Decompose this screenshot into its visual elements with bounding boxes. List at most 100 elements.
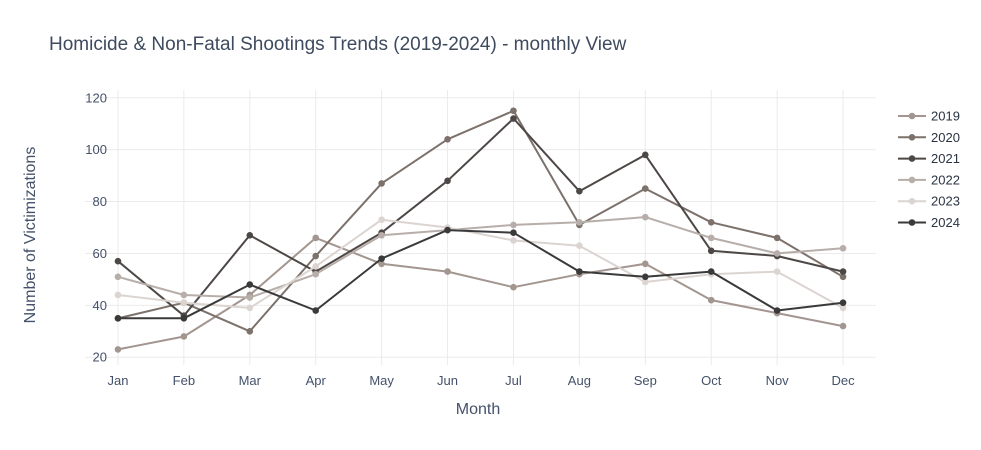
y-tick-label: 80 bbox=[93, 194, 107, 209]
data-point[interactable] bbox=[510, 107, 517, 115]
data-point[interactable] bbox=[510, 115, 517, 122]
x-tick-label: Aug bbox=[568, 373, 591, 388]
y-tick-label: 120 bbox=[85, 90, 107, 105]
data-point[interactable] bbox=[246, 231, 254, 239]
x-tick-label: Jun bbox=[437, 373, 458, 388]
data-point[interactable] bbox=[114, 346, 122, 353]
legend-item-2021[interactable]: 2021 bbox=[898, 151, 960, 166]
data-point[interactable] bbox=[312, 270, 320, 278]
data-point[interactable] bbox=[707, 219, 715, 226]
data-point[interactable] bbox=[576, 187, 583, 195]
data-point[interactable] bbox=[378, 260, 385, 268]
legend-item-2020[interactable]: 2020 bbox=[898, 130, 960, 145]
data-point[interactable] bbox=[180, 315, 188, 322]
data-point[interactable] bbox=[246, 281, 254, 288]
data-point[interactable] bbox=[312, 234, 320, 242]
series-line bbox=[117, 218, 844, 309]
legend-label: 2023 bbox=[931, 194, 960, 209]
x-tick-label: Apr bbox=[306, 373, 327, 388]
series-2021 bbox=[114, 115, 847, 320]
data-point[interactable] bbox=[576, 219, 583, 226]
data-point[interactable] bbox=[576, 268, 583, 275]
data-point[interactable] bbox=[641, 260, 649, 268]
data-point[interactable] bbox=[114, 257, 122, 265]
series-2019 bbox=[114, 234, 847, 353]
data-point[interactable] bbox=[773, 250, 781, 257]
y-tick-label: 100 bbox=[85, 142, 107, 157]
x-tick-label: Oct bbox=[701, 373, 722, 388]
legend-item-2019[interactable]: 2019 bbox=[898, 109, 960, 124]
data-point[interactable] bbox=[839, 299, 847, 307]
data-point[interactable] bbox=[773, 234, 781, 242]
data-point[interactable] bbox=[114, 273, 122, 281]
data-point[interactable] bbox=[246, 294, 254, 301]
y-axis-ticks: 20 40 60 80 100 120 bbox=[85, 90, 107, 364]
legend-marker-swatch bbox=[908, 112, 916, 120]
legend-label: 2021 bbox=[931, 151, 960, 166]
data-point[interactable] bbox=[312, 252, 320, 260]
legend-label: 2019 bbox=[931, 109, 960, 124]
data-point[interactable] bbox=[839, 268, 847, 275]
series-line bbox=[117, 236, 844, 351]
data-point[interactable] bbox=[378, 216, 385, 224]
legend-marker-swatch bbox=[908, 197, 916, 205]
x-axis-ticks: Jan Feb Mar Apr May Jun Jul Aug Sep Oct Nov Dec bbox=[107, 373, 855, 388]
data-point[interactable] bbox=[773, 268, 781, 275]
y-tick-label: 40 bbox=[93, 298, 107, 313]
series-layer bbox=[114, 107, 847, 353]
data-point[interactable] bbox=[246, 304, 254, 312]
x-tick-label: May bbox=[369, 373, 394, 388]
legend[interactable]: 2019 2020 2021 2022 2023 2024 bbox=[898, 109, 960, 231]
data-point[interactable] bbox=[180, 291, 188, 299]
data-point[interactable] bbox=[312, 263, 320, 270]
data-point[interactable] bbox=[839, 304, 847, 312]
data-point[interactable] bbox=[510, 229, 517, 236]
data-point[interactable] bbox=[641, 278, 649, 286]
data-point[interactable] bbox=[510, 237, 517, 244]
data-point[interactable] bbox=[707, 296, 715, 304]
data-point[interactable] bbox=[114, 291, 122, 299]
data-point[interactable] bbox=[641, 273, 649, 281]
data-point[interactable] bbox=[180, 333, 188, 340]
data-point[interactable] bbox=[641, 185, 649, 192]
data-point[interactable] bbox=[510, 283, 517, 291]
data-point[interactable] bbox=[444, 177, 451, 185]
data-point[interactable] bbox=[510, 221, 517, 229]
legend-marker-swatch bbox=[908, 176, 916, 184]
legend-marker-swatch bbox=[908, 134, 916, 141]
data-point[interactable] bbox=[707, 247, 715, 255]
legend-item-2022[interactable]: 2022 bbox=[898, 172, 960, 187]
data-point[interactable] bbox=[444, 268, 451, 275]
legend-marker-swatch bbox=[908, 155, 916, 162]
legend-item-2024[interactable]: 2024 bbox=[898, 215, 960, 230]
x-tick-label: Sep bbox=[634, 373, 657, 388]
x-tick-label: Dec bbox=[831, 373, 855, 388]
data-point[interactable] bbox=[180, 299, 188, 307]
data-point[interactable] bbox=[839, 322, 847, 330]
data-point[interactable] bbox=[444, 226, 451, 234]
data-point[interactable] bbox=[641, 213, 649, 221]
x-tick-label: Jan bbox=[107, 373, 128, 388]
data-point[interactable] bbox=[444, 135, 451, 143]
data-point[interactable] bbox=[312, 307, 320, 314]
x-tick-label: Mar bbox=[239, 373, 262, 388]
x-tick-label: Feb bbox=[173, 373, 195, 388]
data-point[interactable] bbox=[707, 268, 715, 275]
data-point[interactable] bbox=[839, 273, 847, 281]
data-point[interactable] bbox=[773, 307, 781, 314]
data-point[interactable] bbox=[378, 255, 385, 262]
data-point[interactable] bbox=[378, 180, 385, 187]
series-2020 bbox=[114, 107, 847, 335]
legend-item-2023[interactable]: 2023 bbox=[898, 194, 960, 209]
series-line bbox=[117, 109, 844, 333]
data-point[interactable] bbox=[378, 231, 385, 239]
data-point[interactable] bbox=[576, 242, 583, 249]
data-point[interactable] bbox=[246, 327, 254, 335]
series-line bbox=[118, 229, 844, 320]
data-point[interactable] bbox=[839, 244, 847, 252]
data-point[interactable] bbox=[707, 234, 715, 242]
data-point[interactable] bbox=[641, 151, 649, 159]
data-point[interactable] bbox=[114, 315, 122, 322]
y-axis-title: Number of Victimizations bbox=[22, 147, 39, 324]
